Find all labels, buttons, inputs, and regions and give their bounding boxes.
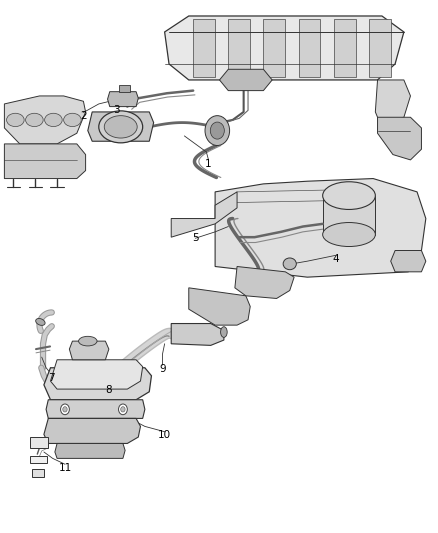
Polygon shape	[44, 418, 140, 443]
Circle shape	[210, 122, 224, 139]
Ellipse shape	[322, 182, 374, 209]
Text: 5: 5	[191, 233, 198, 243]
Polygon shape	[390, 251, 425, 272]
Polygon shape	[374, 80, 410, 128]
Polygon shape	[322, 196, 374, 235]
Ellipse shape	[322, 223, 374, 247]
Polygon shape	[377, 117, 420, 160]
Polygon shape	[219, 69, 272, 91]
Ellipse shape	[25, 114, 43, 127]
Ellipse shape	[35, 319, 45, 325]
Polygon shape	[298, 19, 320, 77]
Ellipse shape	[220, 327, 227, 337]
Polygon shape	[118, 85, 129, 92]
Polygon shape	[215, 179, 425, 277]
Ellipse shape	[78, 336, 97, 346]
Polygon shape	[4, 96, 85, 144]
Polygon shape	[164, 16, 403, 80]
Polygon shape	[4, 144, 85, 179]
Polygon shape	[188, 288, 250, 325]
Text: 8: 8	[105, 385, 112, 395]
Text: 7: 7	[48, 374, 55, 383]
Ellipse shape	[99, 111, 142, 143]
Text: 9: 9	[159, 364, 166, 374]
Circle shape	[63, 407, 67, 412]
Polygon shape	[30, 456, 47, 463]
Polygon shape	[228, 19, 250, 77]
Circle shape	[120, 407, 125, 412]
Text: 1: 1	[205, 159, 212, 168]
Polygon shape	[171, 324, 223, 345]
Polygon shape	[50, 360, 142, 389]
Text: 4: 4	[332, 254, 339, 263]
Polygon shape	[88, 112, 153, 141]
Polygon shape	[46, 400, 145, 418]
Polygon shape	[55, 443, 125, 458]
Polygon shape	[263, 19, 285, 77]
Ellipse shape	[104, 116, 137, 138]
Ellipse shape	[7, 114, 24, 127]
Text: 10: 10	[158, 431, 171, 440]
Text: 2: 2	[80, 111, 87, 121]
Ellipse shape	[45, 114, 62, 127]
Polygon shape	[69, 341, 109, 360]
Polygon shape	[368, 19, 390, 77]
Ellipse shape	[283, 258, 296, 270]
Polygon shape	[107, 92, 138, 107]
Polygon shape	[193, 19, 215, 77]
Polygon shape	[234, 266, 293, 298]
Ellipse shape	[64, 114, 81, 127]
Circle shape	[118, 404, 127, 415]
Text: 11: 11	[58, 463, 71, 473]
Circle shape	[205, 116, 229, 146]
Circle shape	[60, 404, 69, 415]
Text: 3: 3	[113, 106, 120, 115]
Polygon shape	[32, 469, 44, 477]
Polygon shape	[171, 192, 237, 237]
Polygon shape	[30, 437, 48, 448]
Polygon shape	[333, 19, 355, 77]
Polygon shape	[44, 368, 151, 400]
